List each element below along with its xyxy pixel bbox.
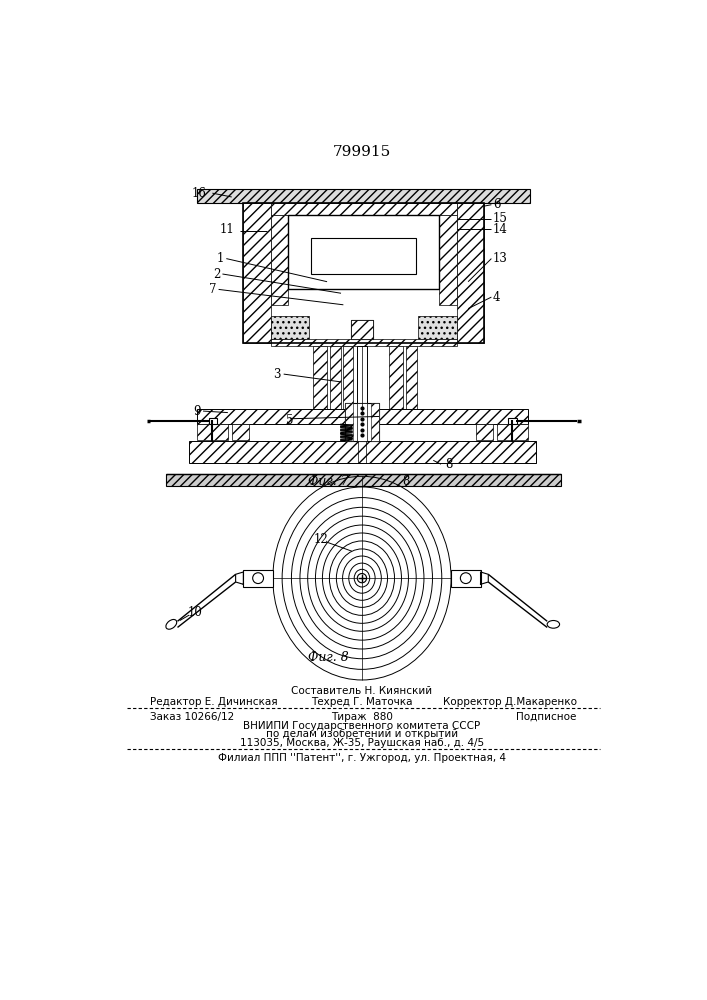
Text: 12: 12 bbox=[313, 533, 328, 546]
Bar bbox=[271, 215, 288, 305]
Text: 8: 8 bbox=[445, 458, 452, 471]
Bar bbox=[243, 203, 484, 343]
Text: Тираж  880: Тираж 880 bbox=[331, 712, 393, 722]
Text: 11: 11 bbox=[219, 223, 234, 236]
Text: 113035, Москва, Ж-35, Раушская наб., д. 4/5: 113035, Москва, Ж-35, Раушская наб., д. … bbox=[240, 738, 484, 748]
Bar bbox=[508, 418, 517, 424]
Text: 8: 8 bbox=[402, 475, 410, 488]
Text: по делам изобретений и открытий: по делам изобретений и открытий bbox=[266, 729, 458, 739]
Bar bbox=[232, 424, 249, 440]
Bar bbox=[497, 424, 528, 440]
Text: Редактор Е. Дичинская: Редактор Е. Дичинская bbox=[151, 697, 278, 707]
Bar bbox=[351, 320, 373, 339]
Bar bbox=[356, 346, 368, 413]
Bar bbox=[345, 403, 353, 441]
Ellipse shape bbox=[166, 619, 177, 629]
Circle shape bbox=[460, 573, 472, 584]
Text: Фиг. 8: Фиг. 8 bbox=[308, 651, 349, 664]
Text: 16: 16 bbox=[192, 187, 206, 200]
Bar bbox=[330, 346, 341, 413]
Bar bbox=[271, 316, 309, 339]
Bar bbox=[271, 203, 457, 215]
Bar bbox=[197, 424, 228, 440]
Bar bbox=[371, 403, 379, 441]
Text: Филиал ППП ''Патент'', г. Ужгород, ул. Проектная, 4: Филиал ППП ''Патент'', г. Ужгород, ул. П… bbox=[218, 753, 506, 763]
Bar bbox=[406, 346, 417, 413]
Bar bbox=[440, 215, 457, 305]
Bar bbox=[345, 403, 379, 441]
Text: Подписное: Подписное bbox=[516, 712, 577, 722]
Circle shape bbox=[357, 574, 367, 583]
Bar bbox=[351, 320, 373, 339]
Text: 13: 13 bbox=[493, 252, 508, 265]
Bar bbox=[311, 238, 416, 274]
Ellipse shape bbox=[547, 620, 559, 628]
Bar bbox=[357, 403, 367, 441]
Text: 15: 15 bbox=[493, 212, 508, 225]
Bar bbox=[243, 570, 273, 587]
Bar bbox=[271, 339, 457, 346]
Bar bbox=[313, 346, 327, 413]
Bar bbox=[457, 203, 484, 343]
Text: 6: 6 bbox=[493, 198, 501, 211]
Text: ВНИИПИ Государственного комитета СССР: ВНИИПИ Государственного комитета СССР bbox=[243, 721, 481, 731]
Text: 9: 9 bbox=[193, 405, 201, 418]
Text: Заказ 10266/12: Заказ 10266/12 bbox=[151, 712, 235, 722]
Circle shape bbox=[252, 573, 264, 584]
Text: 3: 3 bbox=[273, 368, 281, 381]
Bar bbox=[344, 346, 353, 413]
Bar bbox=[166, 474, 561, 486]
Bar bbox=[451, 570, 481, 587]
Text: Техред Г. Маточка: Техред Г. Маточка bbox=[311, 697, 413, 707]
Bar bbox=[288, 215, 440, 289]
Text: 1: 1 bbox=[216, 252, 224, 265]
Bar bbox=[197, 189, 530, 203]
Bar bbox=[243, 203, 271, 343]
Bar bbox=[197, 409, 528, 424]
Bar bbox=[209, 418, 217, 424]
Text: 799915: 799915 bbox=[333, 145, 391, 159]
Bar bbox=[389, 346, 403, 413]
Text: Фиг. 7: Фиг. 7 bbox=[308, 475, 349, 488]
Bar bbox=[476, 424, 493, 440]
Text: 10: 10 bbox=[188, 606, 203, 619]
Text: 14: 14 bbox=[493, 223, 508, 236]
Text: 5: 5 bbox=[286, 414, 293, 427]
Text: 2: 2 bbox=[213, 267, 220, 280]
Text: Корректор Д.Макаренко: Корректор Д.Макаренко bbox=[443, 697, 577, 707]
Text: Составитель Н. Киянский: Составитель Н. Киянский bbox=[291, 686, 433, 696]
Bar bbox=[418, 316, 457, 339]
Text: 4: 4 bbox=[493, 291, 501, 304]
Text: 7: 7 bbox=[209, 283, 216, 296]
Bar bbox=[189, 441, 535, 463]
